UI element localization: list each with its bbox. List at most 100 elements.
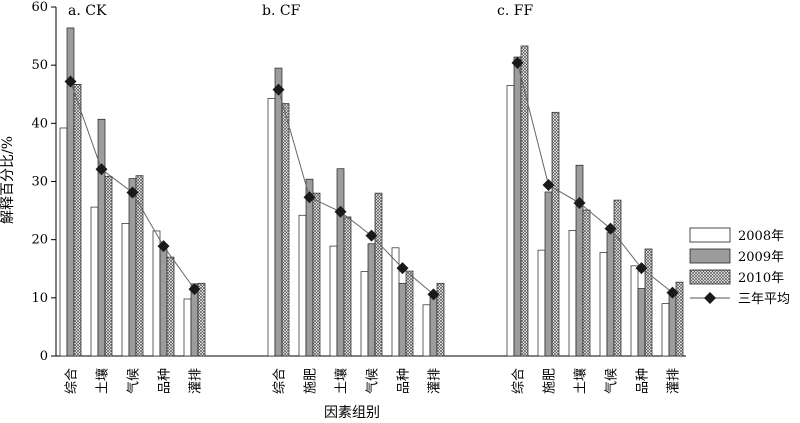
bar-2010 (73, 84, 82, 357)
average-marker (272, 83, 285, 96)
bar-2010 (135, 175, 144, 357)
category-label: 综合 (65, 368, 80, 394)
bar-2010 (582, 209, 591, 357)
average-marker (365, 229, 378, 242)
bar-2009 (668, 291, 677, 357)
y-tick-label: 0 (40, 349, 48, 364)
average-marker (334, 205, 347, 218)
bar-2008 (152, 230, 161, 357)
bar-2009 (637, 288, 646, 357)
y-tick-label: 20 (31, 233, 48, 248)
legend: 2008年 2009年 2010年 三年平均 (689, 227, 790, 307)
bar-2009 (336, 168, 345, 357)
bar-2010 (520, 45, 529, 357)
bar-2009 (97, 118, 106, 357)
category-label: 土壤 (334, 368, 350, 394)
bar-2010 (197, 282, 206, 357)
y-tick-label: 30 (31, 175, 48, 190)
bar-2009 (159, 248, 168, 357)
panel-title-a: a. CK (68, 3, 107, 19)
x-axis-title: 因素组别 (324, 405, 380, 421)
legend-marker-avg (704, 292, 716, 304)
category-label: 土壤 (95, 368, 111, 394)
average-marker (157, 240, 170, 253)
bar-2010 (675, 281, 684, 357)
bar-2010 (374, 192, 383, 357)
average-line (278, 89, 434, 295)
bar-groups (59, 27, 684, 357)
category-label: 气候 (604, 368, 620, 394)
bar-2009 (606, 232, 615, 357)
bar-2010 (613, 199, 622, 357)
category-labels: 综合 土壤 气候 品种 灌排 综合 施肥 土壤 气候 品种 灌排 综合 施肥 土壤 气候 品种 灌排 (65, 368, 682, 394)
bar-2009 (398, 282, 407, 357)
legend-label-avg: 三年平均 (738, 292, 790, 307)
category-label: 气候 (365, 368, 381, 394)
category-label: 灌排 (667, 368, 682, 394)
bar-2010 (312, 192, 321, 357)
category-label: 品种 (158, 368, 173, 394)
category-label: 灌排 (428, 368, 443, 394)
bar-2008 (568, 230, 577, 357)
bar-2010 (644, 248, 653, 357)
category-label: 气候 (126, 368, 142, 394)
average-marker (126, 186, 139, 199)
bar-2010 (104, 175, 113, 357)
panel-title-b: b. CF (262, 3, 301, 19)
average-marker (542, 178, 555, 191)
bar-2010 (405, 270, 414, 357)
legend-label-2009: 2009年 (738, 250, 784, 265)
bar-2010 (281, 103, 290, 357)
bar-2010 (166, 256, 175, 357)
bar-2008 (360, 271, 369, 357)
bar-2009 (367, 243, 376, 357)
category-label: 土壤 (573, 368, 589, 394)
bar-2008 (267, 97, 276, 357)
average-lines (64, 56, 679, 301)
bar-2008 (59, 127, 68, 357)
category-label: 综合 (512, 368, 527, 394)
average-marker (604, 222, 617, 235)
average-marker (666, 286, 679, 299)
average-marker (64, 75, 77, 88)
category-label: 灌排 (189, 368, 204, 394)
average-marker (427, 288, 440, 301)
legend-label-2010: 2010年 (738, 271, 784, 286)
legend-label-2008: 2008年 (738, 229, 784, 244)
bar-2009 (544, 191, 553, 357)
legend-swatch-2009 (689, 248, 731, 264)
bar-2008 (121, 223, 130, 357)
bar-2009 (274, 67, 283, 357)
bar-2010 (436, 282, 445, 357)
bar-2008 (599, 252, 608, 357)
bar-2008 (90, 206, 99, 357)
legend-swatch-2010 (689, 269, 731, 285)
average-marker (303, 191, 316, 204)
category-label: 品种 (397, 368, 412, 394)
average-marker (396, 262, 409, 275)
average-marker (573, 197, 586, 210)
bar-2008 (298, 214, 307, 357)
average-marker (635, 262, 648, 275)
bar-2009 (513, 56, 522, 357)
y-tick-label: 60 (31, 0, 48, 15)
bar-2010 (551, 111, 560, 357)
bar-2009 (429, 295, 438, 357)
bar-2009 (128, 178, 137, 357)
bar-2010 (343, 216, 352, 357)
bar-2009 (575, 164, 584, 357)
bar-2008 (422, 304, 431, 357)
category-label: 综合 (273, 368, 288, 394)
bar-2008 (661, 303, 670, 357)
bar-2008 (537, 249, 546, 357)
y-tick-label: 10 (31, 291, 48, 306)
panel-title-c: c. FF (497, 3, 533, 19)
y-tick-label: 40 (31, 116, 48, 131)
bar-2008 (630, 265, 639, 357)
average-line (517, 62, 673, 293)
average-marker (95, 163, 108, 176)
category-label: 施肥 (543, 368, 558, 394)
y-tick-label: 50 (31, 58, 48, 73)
average-marker (188, 283, 201, 296)
